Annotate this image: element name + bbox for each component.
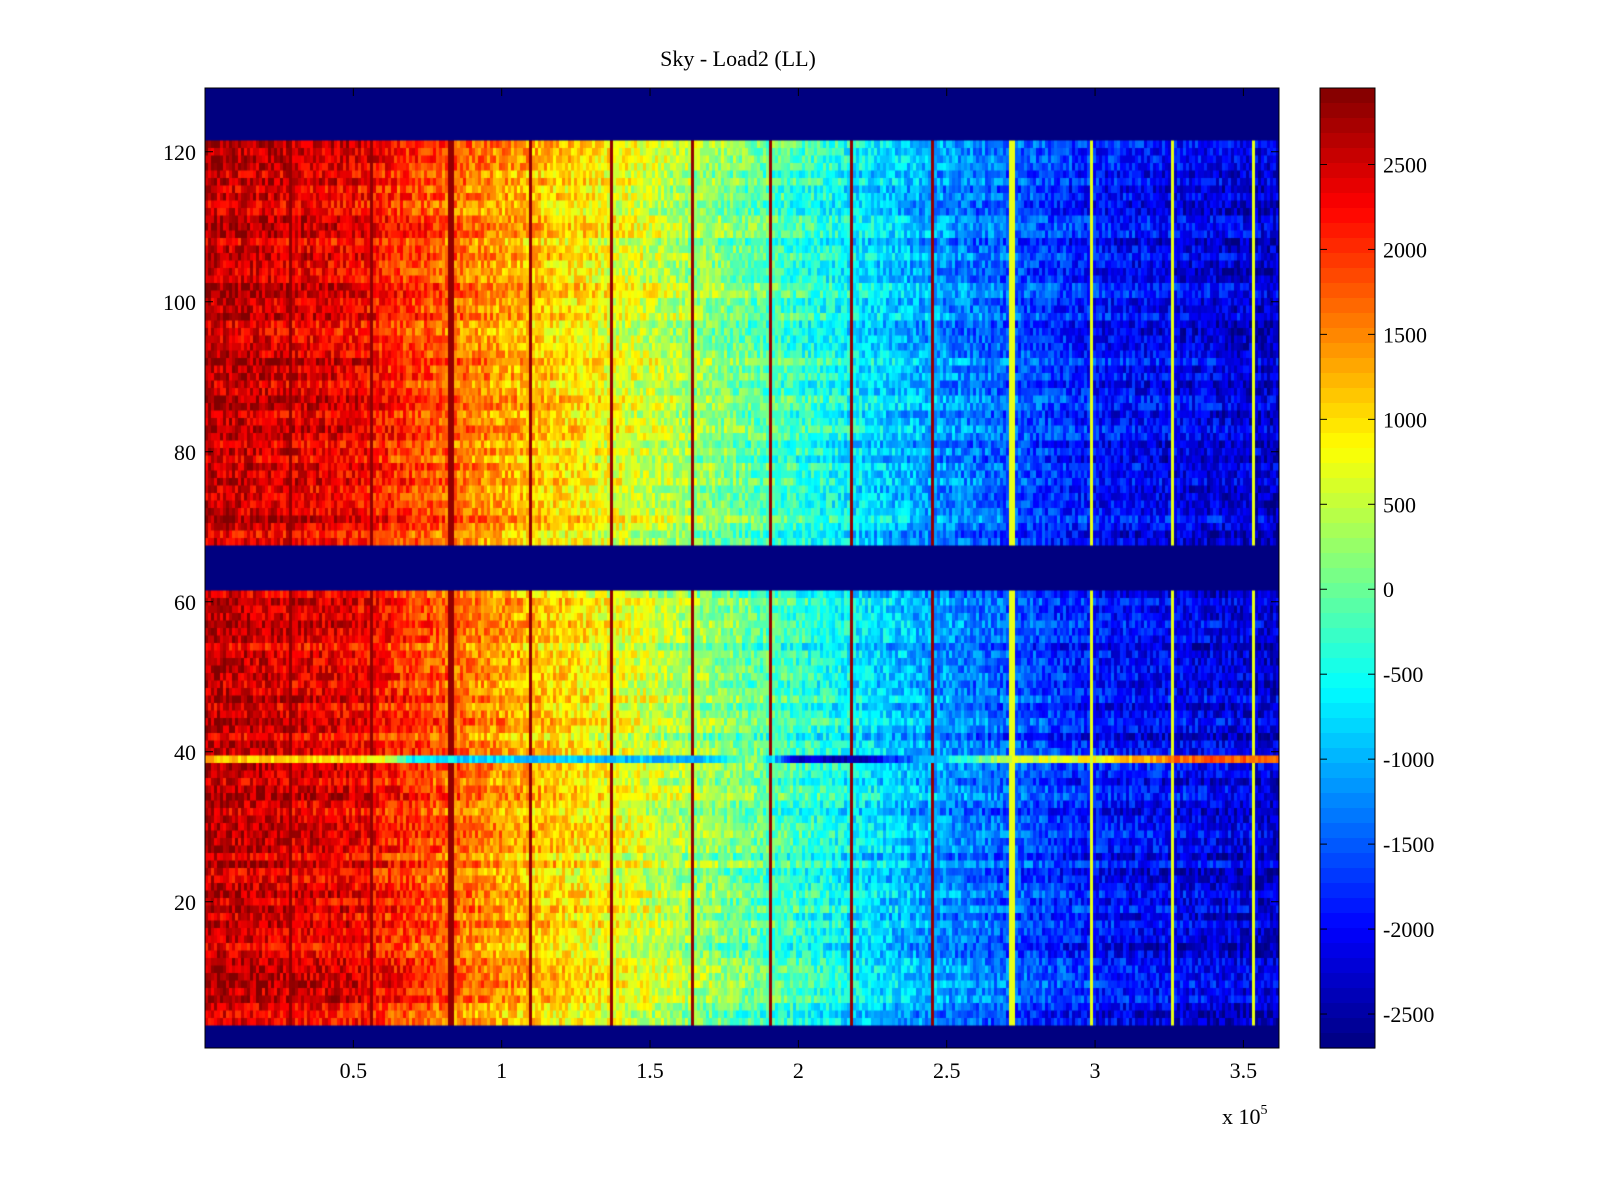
- colorbar-segment: [1320, 943, 1375, 959]
- colorbar-segment: [1320, 928, 1375, 944]
- y-axis: 20 40 60 80 100 120: [163, 140, 1279, 915]
- x-tick-label: 0.5: [340, 1058, 368, 1083]
- colorbar-segment: [1320, 538, 1375, 554]
- colorbar-segment: [1320, 883, 1375, 899]
- colorbar-segment: [1320, 88, 1375, 104]
- colorbar-segment: [1320, 358, 1375, 374]
- colorbar-segment: [1320, 343, 1375, 359]
- colorbar-tick-label: -500: [1383, 662, 1423, 687]
- colorbar-segment: [1320, 133, 1375, 149]
- colorbar-segment: [1320, 493, 1375, 509]
- colorbar-segment: [1320, 823, 1375, 839]
- colorbar-segment: [1320, 613, 1375, 629]
- colorbar-segment: [1320, 268, 1375, 284]
- colorbar-segment: [1320, 448, 1375, 464]
- y-tick-label: 20: [174, 890, 196, 915]
- x-axis: 0.5 1 1.5 2 2.5 3 3.5: [340, 88, 1258, 1083]
- colorbar-segment: [1320, 193, 1375, 209]
- colorbar-segment: [1320, 808, 1375, 824]
- y-tick-label: 60: [174, 590, 196, 615]
- colorbar-segment: [1320, 838, 1375, 854]
- x-tick-label: 2: [793, 1058, 804, 1083]
- x-tick-label: 1: [496, 1058, 507, 1083]
- colorbar-segment: [1320, 118, 1375, 134]
- y-tick-label: 100: [163, 290, 196, 315]
- colorbar-segment: [1320, 388, 1375, 404]
- colorbar-segment: [1320, 418, 1375, 434]
- colorbar-segment: [1320, 973, 1375, 989]
- colorbar-segment: [1320, 208, 1375, 224]
- colorbar-segment: [1320, 328, 1375, 344]
- colorbar-segment: [1320, 223, 1375, 239]
- colorbar-tick-label: -2500: [1383, 1002, 1434, 1027]
- colorbar-tick-label: -1500: [1383, 832, 1434, 857]
- colorbar-tick-label: 0: [1383, 577, 1394, 602]
- colorbar: 2500 2000 1500 1000 500 0 -500 -1000 -1500 -2000 -…: [1319, 87, 1434, 1049]
- colorbar-segment: [1320, 583, 1375, 599]
- colorbar-segment: [1320, 988, 1375, 1004]
- colorbar-segment: [1320, 178, 1375, 194]
- colorbar-segment: [1320, 643, 1375, 659]
- y-tick-label: 80: [174, 440, 196, 465]
- colorbar-tick-label: 2500: [1383, 152, 1427, 177]
- colorbar-segment: [1320, 508, 1375, 524]
- colorbar-segment: [1320, 1018, 1375, 1034]
- colorbar-segment: [1320, 898, 1375, 914]
- colorbar-segment: [1320, 463, 1375, 479]
- colorbar-segment: [1320, 148, 1375, 164]
- colorbar-segment: [1320, 778, 1375, 794]
- x-tick-label: 3: [1090, 1058, 1101, 1083]
- colorbar-segment: [1320, 103, 1375, 119]
- colorbar-segment: [1320, 283, 1375, 299]
- colorbar-segment: [1320, 163, 1375, 179]
- colorbar-tick-label: 1000: [1383, 407, 1427, 432]
- colorbar-segment: [1320, 718, 1375, 734]
- x-tick-label: 1.5: [636, 1058, 664, 1083]
- colorbar-segment: [1320, 403, 1375, 419]
- colorbar-segment: [1320, 313, 1375, 329]
- colorbar-segment: [1320, 673, 1375, 689]
- colorbar-segment: [1320, 1003, 1375, 1019]
- colorbar-segment: [1320, 1033, 1375, 1049]
- y-tick-label: 40: [174, 740, 196, 765]
- colorbar-segment: [1320, 733, 1375, 749]
- chart-title: Sky - Load2 (LL): [660, 46, 816, 71]
- colorbar-tick-label: 500: [1383, 492, 1416, 517]
- colorbar-segment: [1320, 703, 1375, 719]
- colorbar-tick-label: 2000: [1383, 237, 1427, 262]
- colorbar-segment: [1320, 763, 1375, 779]
- colorbar-segment: [1320, 688, 1375, 704]
- colorbar-segment: [1320, 868, 1375, 884]
- colorbar-segment: [1320, 598, 1375, 614]
- colorbar-segment: [1320, 853, 1375, 869]
- colorbar-segment: [1320, 553, 1375, 569]
- x-tick-label: 3.5: [1230, 1058, 1258, 1083]
- colorbar-segment: [1320, 568, 1375, 584]
- colorbar-segment: [1320, 298, 1375, 314]
- colorbar-tick-label: -2000: [1383, 917, 1434, 942]
- colorbar-segment: [1320, 373, 1375, 389]
- colorbar-tick-label: 1500: [1383, 322, 1427, 347]
- heatmap-cells: [205, 88, 1279, 1048]
- colorbar-segment: [1320, 913, 1375, 929]
- colorbar-frame: [1319, 87, 1376, 1049]
- colorbar-segment: [1320, 238, 1375, 254]
- colorbar-tick-label: -1000: [1383, 747, 1434, 772]
- colorbar-segment: [1320, 793, 1375, 809]
- colorbar-segment: [1320, 628, 1375, 644]
- colorbar-segment: [1320, 433, 1375, 449]
- colorbar-segment: [1320, 478, 1375, 494]
- y-tick-label: 120: [163, 140, 196, 165]
- colorbar-segment: [1320, 658, 1375, 674]
- colorbar-segment: [1320, 253, 1375, 269]
- plot-frame: [204, 87, 1280, 1049]
- x-exponent-label: x 105: [1222, 1103, 1268, 1129]
- x-tick-label: 2.5: [933, 1058, 961, 1083]
- colorbar-segment: [1320, 748, 1375, 764]
- heatmap-plot-area: [205, 88, 1279, 1048]
- colorbar-segment: [1320, 523, 1375, 539]
- colorbar-segment: [1320, 958, 1375, 974]
